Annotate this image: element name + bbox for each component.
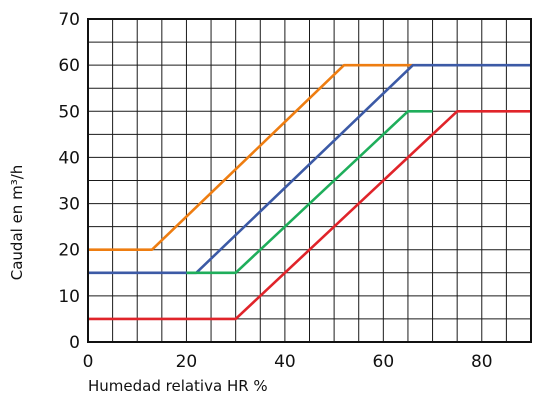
y-tick-label: 10 — [58, 287, 80, 307]
series-line-4 — [88, 109, 531, 321]
y-tick-labels: 0 10 20 30 40 50 60 70 — [58, 10, 80, 353]
y-tick-label: 40 — [58, 148, 80, 168]
series-line-1 — [88, 63, 413, 252]
y-tick-label: 0 — [69, 333, 80, 353]
y-tick-label: 30 — [58, 195, 80, 215]
x-tick-label: 80 — [471, 352, 493, 372]
x-tick-label: 20 — [176, 352, 198, 372]
series-line-3 — [186, 109, 433, 275]
series-group — [88, 63, 531, 321]
series-line-2 — [88, 63, 531, 275]
y-tick-label: 20 — [58, 241, 80, 261]
x-tick-labels: 0 20 40 60 80 — [83, 352, 493, 372]
y-tick-label: 70 — [58, 10, 80, 30]
y-tick-label: 50 — [58, 102, 80, 122]
x-tick-label: 60 — [373, 352, 395, 372]
y-tick-label: 60 — [58, 56, 80, 76]
x-tick-label: 40 — [274, 352, 296, 372]
y-axis-title: Caudal en m³/h — [8, 165, 26, 281]
x-tick-label: 0 — [83, 352, 94, 372]
grid — [88, 19, 531, 342]
plot-frame — [87, 18, 532, 343]
x-axis-title: Humedad relativa HR % — [88, 377, 268, 395]
